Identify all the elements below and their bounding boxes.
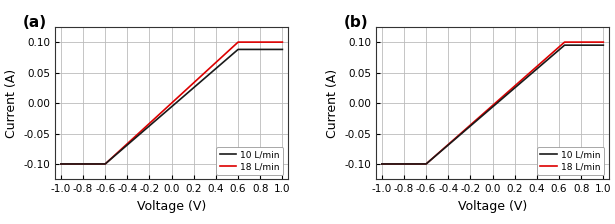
10 L/min [234, 48, 242, 51]
18 L/min [378, 163, 386, 165]
X-axis label: Voltage (V): Voltage (V) [137, 200, 206, 213]
18 L/min [279, 41, 286, 43]
Y-axis label: Current (A): Current (A) [326, 69, 339, 138]
Line: 18 L/min: 18 L/min [61, 42, 282, 164]
10 L/min [101, 163, 109, 165]
10 L/min [378, 163, 386, 165]
10 L/min [423, 163, 430, 165]
Line: 10 L/min: 10 L/min [382, 45, 603, 164]
Legend: 10 L/min, 18 L/min: 10 L/min, 18 L/min [216, 147, 284, 175]
Legend: 10 L/min, 18 L/min: 10 L/min, 18 L/min [537, 147, 605, 175]
18 L/min [234, 41, 242, 43]
18 L/min [423, 163, 430, 165]
10 L/min [561, 44, 568, 47]
10 L/min [279, 48, 286, 51]
18 L/min [600, 41, 607, 43]
10 L/min [600, 44, 607, 47]
Y-axis label: Current (A): Current (A) [5, 69, 18, 138]
18 L/min [561, 41, 568, 43]
18 L/min [57, 163, 65, 165]
X-axis label: Voltage (V): Voltage (V) [458, 200, 527, 213]
10 L/min [57, 163, 65, 165]
Text: (b): (b) [344, 15, 368, 30]
Line: 10 L/min: 10 L/min [61, 50, 282, 164]
Text: (a): (a) [23, 15, 47, 30]
Line: 18 L/min: 18 L/min [382, 42, 603, 164]
18 L/min [101, 163, 109, 165]
